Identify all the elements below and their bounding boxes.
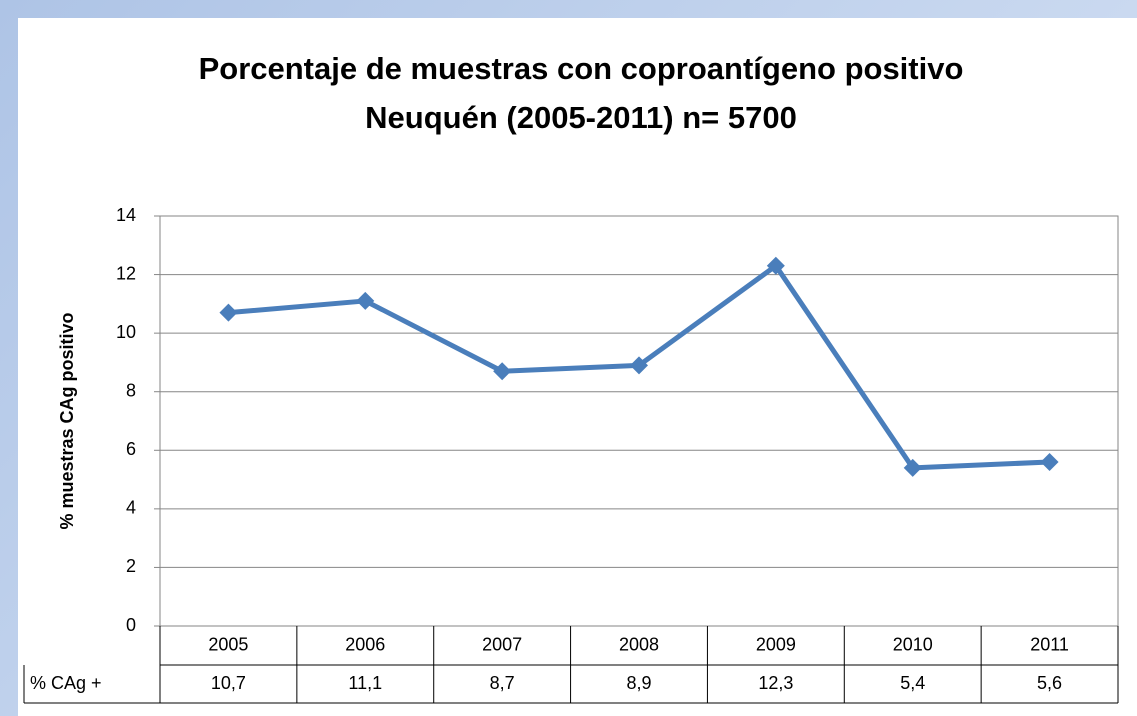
- y-tick-label: 4: [126, 498, 136, 518]
- marker: [903, 458, 922, 477]
- x-tick-label: 2011: [1030, 634, 1069, 654]
- marker: [356, 291, 375, 310]
- table-value: 8,7: [490, 673, 515, 693]
- table-value: 8,9: [626, 673, 651, 693]
- plot-border: [159, 215, 1119, 627]
- table-value: 10,7: [211, 673, 246, 693]
- x-tick-label: 2007: [482, 634, 522, 654]
- y-tick-label: 12: [116, 263, 136, 283]
- x-tick-label: 2005: [208, 634, 248, 654]
- table-value: 5,6: [1037, 673, 1062, 693]
- marker: [1040, 453, 1059, 471]
- y-tick-label: 14: [116, 205, 136, 225]
- chart-subtitle: Neuquén (2005-2011) n= 5700: [365, 100, 797, 135]
- chart-title: Porcentaje de muestras con coproantígeno…: [198, 51, 964, 86]
- x-tick-label: 2008: [619, 634, 659, 654]
- y-axis-label: % muestras CAg positivo: [57, 312, 77, 529]
- marker: [219, 303, 238, 322]
- table-value: 5,4: [900, 673, 925, 693]
- y-tick-label: 2: [126, 556, 136, 576]
- marker: [766, 256, 785, 275]
- marker: [630, 356, 648, 375]
- y-tick-label: 0: [126, 615, 136, 635]
- marker: [493, 362, 512, 381]
- table-value: 11,1: [348, 673, 382, 693]
- y-tick-label: 10: [116, 322, 136, 342]
- y-tick-label: 8: [126, 380, 136, 400]
- x-tick-label: 2006: [345, 634, 385, 654]
- y-tick-label: 6: [126, 439, 136, 459]
- x-tick-label: 2010: [893, 634, 933, 654]
- legend-entry: % CAg +: [30, 673, 102, 693]
- titles: Porcentaje de muestras con coproantígeno…: [186, 44, 976, 142]
- table-value: 12,3: [758, 673, 793, 693]
- x-tick-label: 2009: [756, 634, 796, 654]
